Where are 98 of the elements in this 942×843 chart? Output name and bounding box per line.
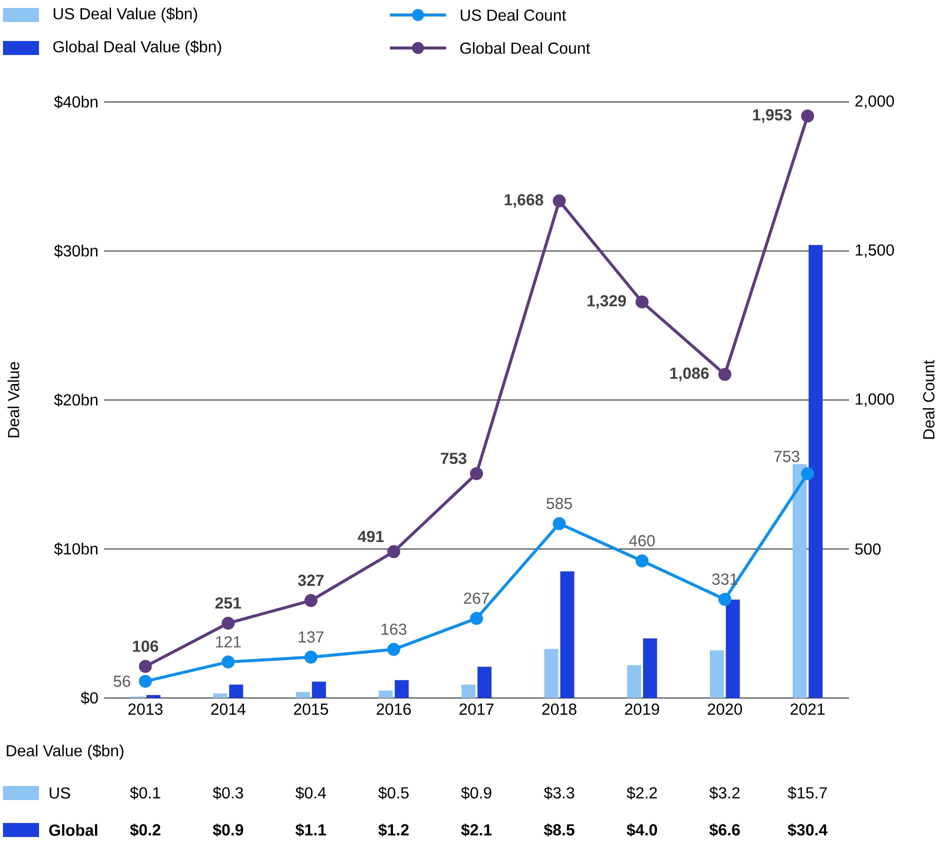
y-tick-label: $0 bbox=[80, 692, 98, 704]
data-label: $6.6 bbox=[709, 823, 740, 837]
data-label: $8.5 bbox=[544, 823, 574, 837]
y-tick-label: $30bn bbox=[54, 244, 98, 258]
data-label: $3.2 bbox=[709, 786, 740, 800]
bar bbox=[296, 692, 310, 698]
bar bbox=[462, 684, 476, 698]
data-label: 753 bbox=[774, 450, 800, 462]
data-label: 251 bbox=[215, 597, 242, 609]
data-label: $30.4 bbox=[788, 823, 828, 837]
bar bbox=[808, 245, 823, 698]
y-tick-label: $10bn bbox=[54, 542, 98, 556]
data-label: $0.9 bbox=[212, 823, 244, 837]
point bbox=[636, 554, 649, 568]
data-label: 585 bbox=[546, 498, 572, 510]
y2-tick-label: 1,500 bbox=[856, 244, 894, 258]
x-tick-label: 2020 bbox=[708, 704, 742, 715]
point bbox=[222, 616, 235, 630]
bar bbox=[544, 648, 558, 698]
legend-label: US Deal Count bbox=[460, 9, 566, 21]
x-tick-label: 2014 bbox=[211, 704, 246, 715]
text: Deal Value ($bn) bbox=[6, 744, 124, 760]
data-label: 327 bbox=[298, 574, 324, 586]
data-label: 753 bbox=[440, 452, 466, 464]
point bbox=[222, 655, 235, 668]
y2-axis-title: Deal Count bbox=[922, 360, 934, 439]
bar bbox=[312, 682, 326, 698]
bar bbox=[627, 665, 642, 698]
legend-label: Global Deal Count bbox=[460, 42, 590, 54]
x-tick-label: 2019 bbox=[625, 704, 660, 715]
point bbox=[636, 295, 649, 308]
point bbox=[801, 467, 814, 480]
data-label: $0.1 bbox=[130, 786, 160, 800]
bar bbox=[478, 666, 492, 698]
data-label: 460 bbox=[629, 535, 655, 546]
data-label: 1,086 bbox=[670, 368, 709, 382]
bar bbox=[378, 690, 393, 698]
data-label: 137 bbox=[298, 631, 324, 643]
data-label: $0.5 bbox=[378, 786, 409, 800]
bar bbox=[560, 571, 574, 698]
data-label: 106 bbox=[133, 640, 158, 652]
bar bbox=[229, 684, 244, 698]
data-label: 121 bbox=[216, 636, 241, 648]
y2-tick-label: 2,000 bbox=[855, 95, 894, 109]
x-tick-label: 2013 bbox=[128, 704, 162, 715]
x-tick-label: 2015 bbox=[294, 704, 328, 715]
text: Global bbox=[49, 824, 98, 836]
point bbox=[387, 642, 400, 656]
data-label: $2.2 bbox=[626, 786, 657, 800]
point bbox=[387, 545, 400, 558]
point bbox=[138, 674, 152, 688]
bar bbox=[213, 694, 228, 698]
point bbox=[470, 612, 483, 625]
y-tick-label: $40bn bbox=[54, 96, 98, 108]
data-label: 56 bbox=[114, 676, 130, 687]
point bbox=[304, 650, 318, 664]
bar bbox=[710, 650, 724, 698]
data-label: $0.9 bbox=[461, 786, 492, 800]
data-label: $4.0 bbox=[626, 823, 658, 837]
x-tick-label: 2018 bbox=[542, 704, 576, 715]
bar bbox=[792, 464, 807, 698]
data-label: 1,668 bbox=[504, 194, 544, 208]
text: US bbox=[50, 787, 70, 799]
point bbox=[801, 110, 814, 122]
y-tick-label: $20bn bbox=[54, 394, 98, 406]
point bbox=[552, 194, 566, 208]
data-label: $3.3 bbox=[544, 786, 574, 800]
data-label: $1.1 bbox=[296, 823, 326, 837]
data-label: 1,953 bbox=[753, 109, 792, 123]
x-tick-label: 2017 bbox=[460, 704, 494, 715]
x-tick-label: 2016 bbox=[376, 704, 411, 715]
data-label: 331 bbox=[712, 574, 738, 585]
point bbox=[718, 592, 732, 606]
data-label: $0.4 bbox=[296, 786, 326, 800]
point bbox=[718, 368, 732, 381]
y2-tick-label: 1,000 bbox=[856, 393, 894, 407]
bar bbox=[146, 695, 160, 698]
data-label: 491 bbox=[358, 530, 384, 542]
bar bbox=[643, 638, 658, 698]
data-label: $0.3 bbox=[212, 786, 244, 800]
data-label: 267 bbox=[464, 592, 490, 604]
point bbox=[470, 467, 483, 480]
point bbox=[304, 594, 318, 608]
legend-label: US Deal Value ($bn) bbox=[54, 7, 198, 23]
bar bbox=[394, 680, 409, 698]
data-label: 1,329 bbox=[588, 295, 626, 309]
data-label: $15.7 bbox=[788, 786, 827, 800]
y-axis-title: Deal Value bbox=[8, 362, 20, 438]
bar bbox=[726, 600, 740, 698]
y2-tick-label: 500 bbox=[855, 543, 881, 555]
data-label: $0.2 bbox=[130, 823, 160, 837]
data-label: $2.1 bbox=[461, 823, 492, 837]
data-label: 163 bbox=[382, 624, 406, 635]
data-label: $1.2 bbox=[378, 823, 409, 837]
x-tick-label: 2021 bbox=[790, 704, 825, 715]
point bbox=[552, 517, 566, 530]
point bbox=[138, 660, 152, 673]
legend-label: Global Deal Value ($bn) bbox=[53, 40, 222, 56]
